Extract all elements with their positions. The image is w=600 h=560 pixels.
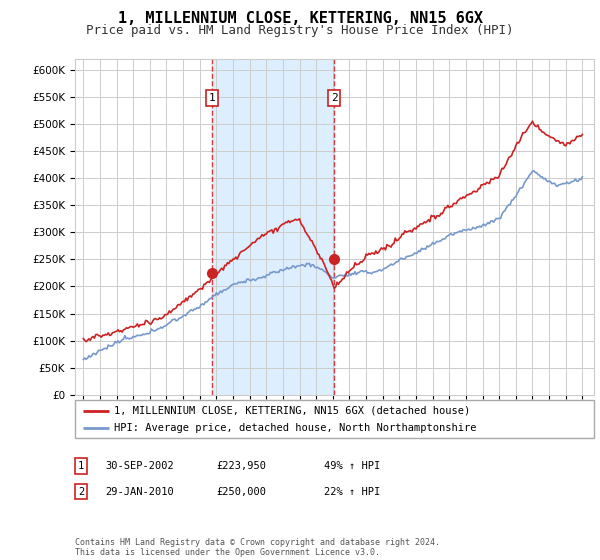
Text: £250,000: £250,000 xyxy=(216,487,266,497)
Text: 1: 1 xyxy=(209,93,215,103)
Text: 1: 1 xyxy=(78,461,84,471)
Text: 1, MILLENNIUM CLOSE, KETTERING, NN15 6GX: 1, MILLENNIUM CLOSE, KETTERING, NN15 6GX xyxy=(118,11,482,26)
Text: 22% ↑ HPI: 22% ↑ HPI xyxy=(324,487,380,497)
Text: 2: 2 xyxy=(78,487,84,497)
Text: 1, MILLENNIUM CLOSE, KETTERING, NN15 6GX (detached house): 1, MILLENNIUM CLOSE, KETTERING, NN15 6GX… xyxy=(114,405,470,416)
Text: HPI: Average price, detached house, North Northamptonshire: HPI: Average price, detached house, Nort… xyxy=(114,423,476,433)
Text: 29-JAN-2010: 29-JAN-2010 xyxy=(105,487,174,497)
Text: £223,950: £223,950 xyxy=(216,461,266,471)
Text: Price paid vs. HM Land Registry's House Price Index (HPI): Price paid vs. HM Land Registry's House … xyxy=(86,24,514,36)
FancyBboxPatch shape xyxy=(75,400,594,438)
Text: 49% ↑ HPI: 49% ↑ HPI xyxy=(324,461,380,471)
Text: 30-SEP-2002: 30-SEP-2002 xyxy=(105,461,174,471)
Text: Contains HM Land Registry data © Crown copyright and database right 2024.
This d: Contains HM Land Registry data © Crown c… xyxy=(75,538,440,557)
Bar xyxy=(212,59,334,395)
Text: 2: 2 xyxy=(331,93,338,103)
